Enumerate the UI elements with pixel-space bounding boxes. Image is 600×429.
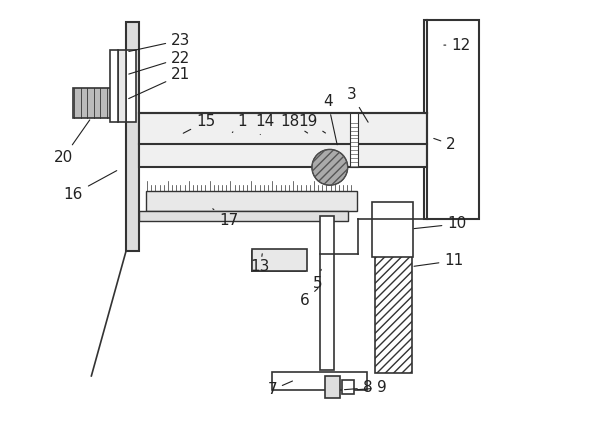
- Bar: [126, 50, 136, 121]
- Text: 13: 13: [251, 254, 270, 274]
- Bar: [342, 141, 352, 145]
- Bar: [424, 20, 479, 219]
- Text: 8: 8: [344, 381, 373, 396]
- Bar: [342, 119, 352, 124]
- Bar: [320, 216, 334, 370]
- Text: 11: 11: [414, 253, 464, 268]
- Circle shape: [312, 149, 347, 185]
- Text: 17: 17: [213, 209, 238, 229]
- Text: 22: 22: [129, 51, 190, 74]
- Bar: [342, 380, 353, 394]
- Bar: [139, 113, 427, 167]
- Bar: [342, 130, 352, 135]
- Text: 20: 20: [54, 120, 90, 165]
- Bar: [325, 376, 340, 398]
- Text: 21: 21: [128, 67, 190, 99]
- Bar: [253, 249, 307, 271]
- Text: 4: 4: [323, 94, 337, 145]
- Text: 19: 19: [298, 114, 325, 133]
- Text: 3: 3: [347, 87, 368, 122]
- Text: 15: 15: [183, 114, 215, 133]
- Bar: [342, 152, 352, 157]
- Text: 9: 9: [358, 381, 386, 396]
- Bar: [374, 214, 412, 373]
- Bar: [342, 136, 352, 140]
- Text: 14: 14: [256, 114, 275, 135]
- Bar: [342, 125, 352, 129]
- Bar: [371, 202, 413, 257]
- Bar: [342, 157, 352, 162]
- Bar: [139, 211, 347, 221]
- Text: 12: 12: [444, 38, 470, 53]
- Bar: [342, 147, 352, 151]
- Bar: [342, 114, 352, 118]
- Bar: [146, 191, 356, 211]
- Text: 7: 7: [268, 381, 292, 397]
- Text: 18: 18: [280, 114, 308, 133]
- Bar: [126, 22, 139, 251]
- Bar: [350, 113, 358, 167]
- Text: 16: 16: [64, 171, 117, 202]
- Text: 2: 2: [434, 137, 456, 152]
- Text: 23: 23: [129, 33, 190, 51]
- Bar: [118, 50, 126, 121]
- Bar: [110, 50, 118, 121]
- Bar: [272, 372, 367, 390]
- Text: 6: 6: [300, 288, 318, 308]
- Text: 5: 5: [313, 269, 323, 291]
- Text: 10: 10: [414, 217, 467, 231]
- Bar: [73, 88, 115, 118]
- Bar: [342, 163, 352, 167]
- Text: 1: 1: [232, 114, 247, 133]
